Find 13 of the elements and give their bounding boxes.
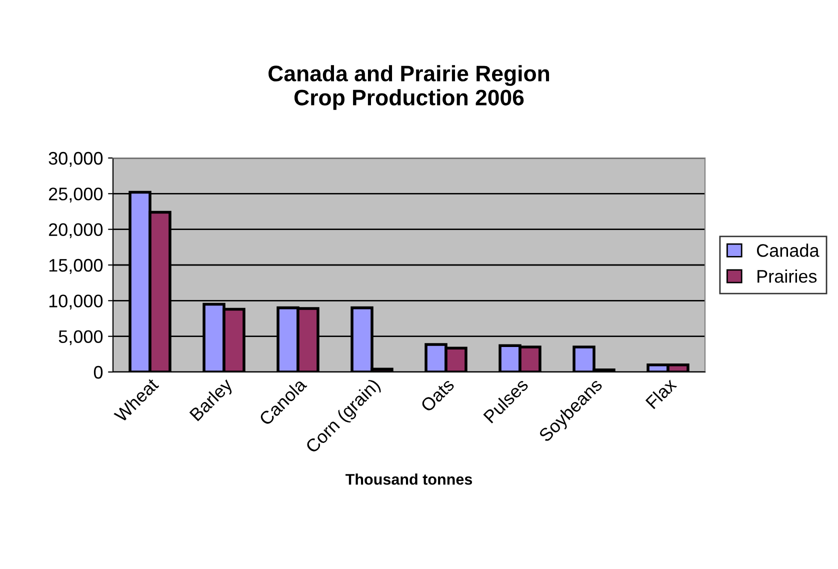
legend-label: Canada <box>756 244 820 257</box>
chart-title: Canada and Prairie Region Crop Production 2006 <box>268 65 550 110</box>
y-tick-label: 20,000 <box>48 223 103 238</box>
x-axis-title: Thousand tonnes <box>346 474 472 485</box>
x-tick-label: Oats <box>420 378 455 413</box>
x-tick-label: Flax <box>644 376 678 410</box>
y-tick-label: 30,000 <box>48 152 103 167</box>
y-tick-label: 25,000 <box>48 188 103 203</box>
y-tick-label: 15,000 <box>49 258 103 274</box>
legend-label: Prairies <box>758 270 817 283</box>
y-tick-label: 10,000 <box>49 294 103 310</box>
y-tick-label: 0 <box>94 366 103 379</box>
y-tick-label: 5,000 <box>58 330 103 346</box>
